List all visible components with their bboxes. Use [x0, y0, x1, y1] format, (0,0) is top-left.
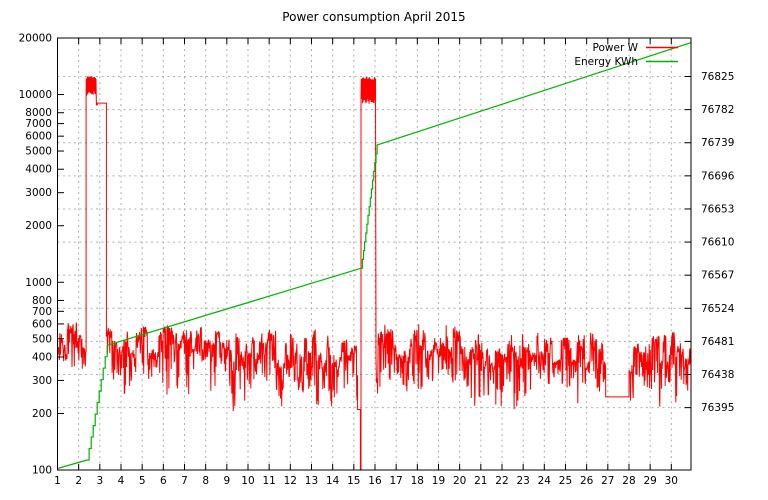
- right-axis-tick-label: 76567: [701, 270, 734, 282]
- left-axis-tick-label: 10000: [19, 89, 52, 101]
- x-axis-tick-label: 9: [223, 475, 230, 487]
- left-axis-tick-label: 1000: [25, 277, 52, 289]
- power-series-line: [57, 76, 692, 471]
- axes: 1 2 3 4 5 6 7 8 9 10 11 12 13 14 15 16 17 18 19 20 21 22 23 24 2…: [19, 33, 735, 488]
- left-axis-tick-label: 4000: [25, 164, 52, 176]
- x-axis-tick-label: 6: [160, 475, 167, 487]
- left-axis-tick-label: 6000: [25, 131, 52, 143]
- right-axis-tick-label: 76739: [701, 137, 734, 149]
- left-axis-tick-label: 3000: [25, 187, 52, 199]
- x-axis-tick-label: 3: [96, 475, 103, 487]
- x-axis-tick-label: 5: [139, 475, 146, 487]
- right-axis-tick-label: 76438: [701, 369, 734, 381]
- right-axis-tick-label: 76653: [701, 203, 734, 215]
- x-axis-tick-label: 1: [54, 475, 61, 487]
- chart-title: Power consumption April 2015: [282, 10, 465, 24]
- left-axis-tick-label: 200: [32, 408, 52, 420]
- x-axis-tick-label: 15: [347, 475, 360, 487]
- x-axis-tick-label: 28: [622, 475, 635, 487]
- x-axis-tick-label: 19: [432, 475, 445, 487]
- left-axis-tick-label: 8000: [25, 107, 52, 119]
- x-axis-tick-label: 10: [241, 475, 254, 487]
- x-axis-tick-label: 20: [453, 475, 466, 487]
- plot-border: [57, 37, 692, 471]
- x-axis-tick-label: 2: [75, 475, 82, 487]
- x-axis-tick-label: 11: [262, 475, 275, 487]
- x-axis-tick-label: 13: [305, 475, 318, 487]
- left-axis-tick-label: 400: [32, 351, 52, 363]
- left-axis-tick-label: 300: [32, 375, 52, 387]
- x-axis-tick-label: 16: [368, 475, 382, 487]
- x-axis-tick-label: 25: [559, 475, 572, 487]
- legend-label-energy: Energy KWh: [574, 56, 638, 68]
- left-axis-tick-label: 2000: [25, 220, 52, 232]
- x-axis-tick-label: 27: [601, 475, 614, 487]
- left-axis-tick-label: 5000: [25, 146, 52, 158]
- x-axis-tick-label: 23: [516, 475, 529, 487]
- left-axis-tick-label: 7000: [25, 118, 52, 130]
- left-axis-tick-label: 800: [32, 295, 52, 307]
- energy-series-line: [57, 42, 692, 470]
- data-series: [57, 42, 692, 471]
- x-axis-tick-label: 18: [411, 475, 424, 487]
- x-axis-tick-label: 7: [181, 475, 188, 487]
- right-axis-tick-label: 76610: [701, 237, 734, 249]
- x-axis-tick-label: 30: [665, 475, 678, 487]
- x-axis-tick-label: 26: [580, 475, 594, 487]
- x-axis-tick-label: 17: [389, 475, 402, 487]
- x-axis-tick-label: 22: [495, 475, 508, 487]
- x-axis-tick-label: 12: [284, 475, 297, 487]
- x-axis-tick-label: 4: [118, 475, 125, 487]
- right-axis-tick-label: 76481: [701, 336, 734, 348]
- right-axis-tick-label: 76782: [701, 104, 734, 116]
- right-axis-tick-label: 76825: [701, 71, 734, 83]
- x-axis-tick-label: 8: [202, 475, 209, 487]
- legend: Power W Energy KWh: [574, 42, 678, 68]
- left-axis-tick-label: 600: [32, 318, 52, 330]
- left-axis-tick-label: 100: [32, 465, 52, 477]
- x-axis-tick-label: 21: [474, 475, 487, 487]
- left-axis-tick-label: 700: [32, 306, 52, 318]
- x-axis-tick-label: 29: [643, 475, 656, 487]
- x-axis-tick-label: 24: [538, 475, 552, 487]
- right-axis-tick-label: 76395: [701, 402, 734, 414]
- right-axis-tick-label: 76524: [701, 303, 735, 315]
- x-axis-tick-label: 14: [326, 475, 340, 487]
- left-axis-tick-label: 500: [32, 333, 52, 345]
- right-axis-tick-label: 76696: [701, 170, 735, 182]
- legend-label-power: Power W: [593, 42, 639, 54]
- left-axis-tick-label: 20000: [19, 33, 52, 45]
